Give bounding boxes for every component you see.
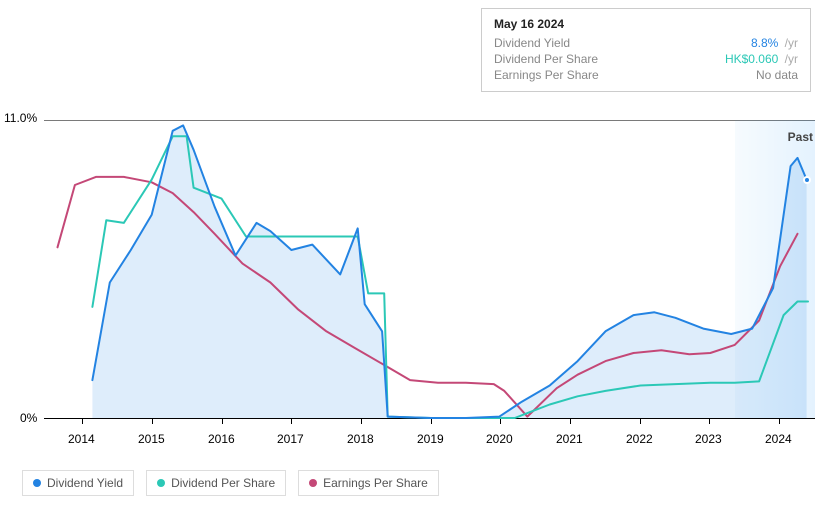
legend-label: Earnings Per Share [323, 476, 428, 490]
tooltip-row-value: 8.8% /yr [751, 36, 798, 50]
legend-dot-icon [157, 479, 165, 487]
legend-label: Dividend Per Share [171, 476, 275, 490]
hover-marker [803, 176, 811, 184]
tooltip-row-label: Dividend Per Share [494, 52, 598, 66]
legend-item[interactable]: Earnings Per Share [298, 470, 439, 496]
tooltip-row: Earnings Per Share No data [494, 67, 798, 83]
area-dividend-yield [92, 125, 806, 418]
legend-label: Dividend Yield [47, 476, 123, 490]
tooltip-rows: Dividend Yield8.8% /yrDividend Per Share… [494, 35, 798, 83]
tooltip-row-label: Dividend Yield [494, 36, 570, 50]
tooltip-row-label: Earnings Per Share [494, 68, 599, 82]
tooltip: May 16 2024 Dividend Yield8.8% /yrDivide… [481, 8, 811, 92]
legend-dot-icon [33, 479, 41, 487]
tooltip-row: Dividend Yield 8.8% /yr [494, 35, 798, 51]
legend-item[interactable]: Dividend Per Share [146, 470, 286, 496]
tooltip-date: May 16 2024 [494, 17, 798, 31]
tooltip-row-value: HK$0.060 /yr [725, 52, 798, 66]
tooltip-row-value: No data [756, 68, 798, 82]
legend: Dividend Yield Dividend Per Share Earnings… [22, 470, 439, 496]
legend-dot-icon [309, 479, 317, 487]
chart-container: 11.0% 0% 2014201520162017201820192020202… [0, 0, 821, 508]
legend-item[interactable]: Dividend Yield [22, 470, 134, 496]
tooltip-row: Dividend Per Share HK$0.060 /yr [494, 51, 798, 67]
